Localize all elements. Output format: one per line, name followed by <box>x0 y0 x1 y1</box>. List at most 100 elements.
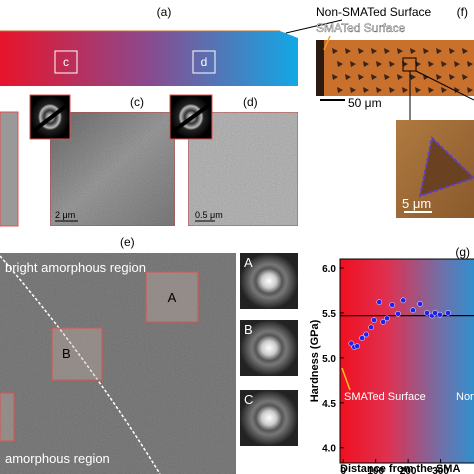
indent <box>371 48 377 54</box>
beam-stop <box>170 104 210 134</box>
arrow <box>285 19 343 34</box>
panel-label: (c) <box>130 95 144 109</box>
data-point <box>389 301 396 308</box>
indent <box>358 48 364 54</box>
fft-label: A <box>244 255 253 270</box>
data-point <box>384 315 390 322</box>
indent <box>462 74 468 80</box>
x-tick-label: 200 <box>400 466 417 474</box>
zoom-line <box>415 70 474 101</box>
arrow <box>323 35 331 51</box>
indent <box>397 48 403 54</box>
box-label: d <box>201 55 208 69</box>
indent <box>454 61 460 67</box>
data-point <box>368 324 374 331</box>
y-tick-label: 5.5 <box>322 309 336 320</box>
data-point <box>395 310 401 317</box>
indent <box>332 48 338 54</box>
indent <box>345 74 351 80</box>
fft-label: C <box>244 392 253 407</box>
y-tick-label: 4.0 <box>322 444 336 455</box>
data-point <box>363 331 370 338</box>
x-tick-label: 300 <box>432 466 449 474</box>
indent <box>428 61 434 67</box>
tem-image <box>49 111 176 227</box>
fft-inset <box>240 253 298 309</box>
plot-area <box>339 258 474 464</box>
data-point <box>410 307 416 314</box>
indent <box>441 87 447 93</box>
data-point <box>445 310 451 316</box>
indent <box>350 87 356 93</box>
indents <box>332 48 473 93</box>
tem-image <box>0 111 19 227</box>
box-label: B <box>62 346 71 361</box>
indent <box>402 87 408 93</box>
indent <box>345 48 351 54</box>
fft-label: B <box>244 322 253 337</box>
annotation: Non-SMATed Surface <box>316 5 431 19</box>
data-point <box>371 317 377 323</box>
hardness-chart: (g) 4.0 4.5 5.0 5.5 6.0 0 100 200 300 Hardness (GP… <box>309 245 474 474</box>
data-point <box>432 310 438 316</box>
indent <box>423 48 429 54</box>
indent <box>410 74 416 80</box>
y-tick-label: 5.0 <box>322 354 336 365</box>
surface-edge <box>316 40 324 96</box>
indent <box>376 61 382 67</box>
indent <box>337 61 343 67</box>
indent <box>449 48 455 54</box>
scale-label: 0.5 μm <box>195 210 223 220</box>
annotation: SMATed Surface <box>316 21 405 35</box>
indent <box>454 87 460 93</box>
y-tick-label: 4.5 <box>322 399 336 410</box>
annotation: SMATed Surface <box>344 391 426 403</box>
y-axis-title: Hardness (GPa) <box>309 319 321 402</box>
indent <box>436 48 442 54</box>
region-box <box>51 327 103 381</box>
indent <box>384 74 390 80</box>
x-tick-label: 0 <box>340 466 346 474</box>
indent <box>462 48 468 54</box>
indent <box>428 87 434 93</box>
indent <box>436 74 442 80</box>
annotation: Non <box>456 391 474 403</box>
region-label: amorphous region <box>5 451 110 466</box>
box-label: A <box>168 290 177 305</box>
beam-stop <box>30 104 68 134</box>
panel-label: (d) <box>243 95 258 109</box>
data-point <box>376 299 383 305</box>
panel-label: (e) <box>120 235 135 249</box>
indent <box>467 61 473 67</box>
scale-label: 2 μm <box>55 210 75 220</box>
indent <box>363 87 369 93</box>
data-point <box>354 343 361 350</box>
indent <box>389 61 395 67</box>
boundary <box>0 255 161 474</box>
scale-label: 50 μm <box>348 96 382 110</box>
indent <box>441 61 447 67</box>
data-point <box>400 297 407 304</box>
box-label: c <box>63 55 69 69</box>
panel-label: (f) <box>457 5 468 19</box>
region-box <box>145 271 199 323</box>
indent <box>467 87 473 93</box>
indent <box>397 74 403 80</box>
hrtem-image <box>0 253 236 474</box>
indent <box>350 61 356 67</box>
region-label: bright amorphous region <box>5 260 146 275</box>
x-axis-title: Distance from the SMA <box>340 463 460 474</box>
y-tick-label: 6.0 <box>322 264 336 275</box>
data-point <box>359 335 365 341</box>
scale-label: 5 μm <box>402 196 431 211</box>
data-point <box>380 319 386 325</box>
indent <box>358 74 364 80</box>
indent <box>376 87 382 93</box>
indent <box>332 74 338 80</box>
indent <box>384 48 390 54</box>
indent <box>363 61 369 67</box>
indent <box>418 136 474 198</box>
x-tick-label: 100 <box>367 466 384 474</box>
indent <box>337 87 343 93</box>
